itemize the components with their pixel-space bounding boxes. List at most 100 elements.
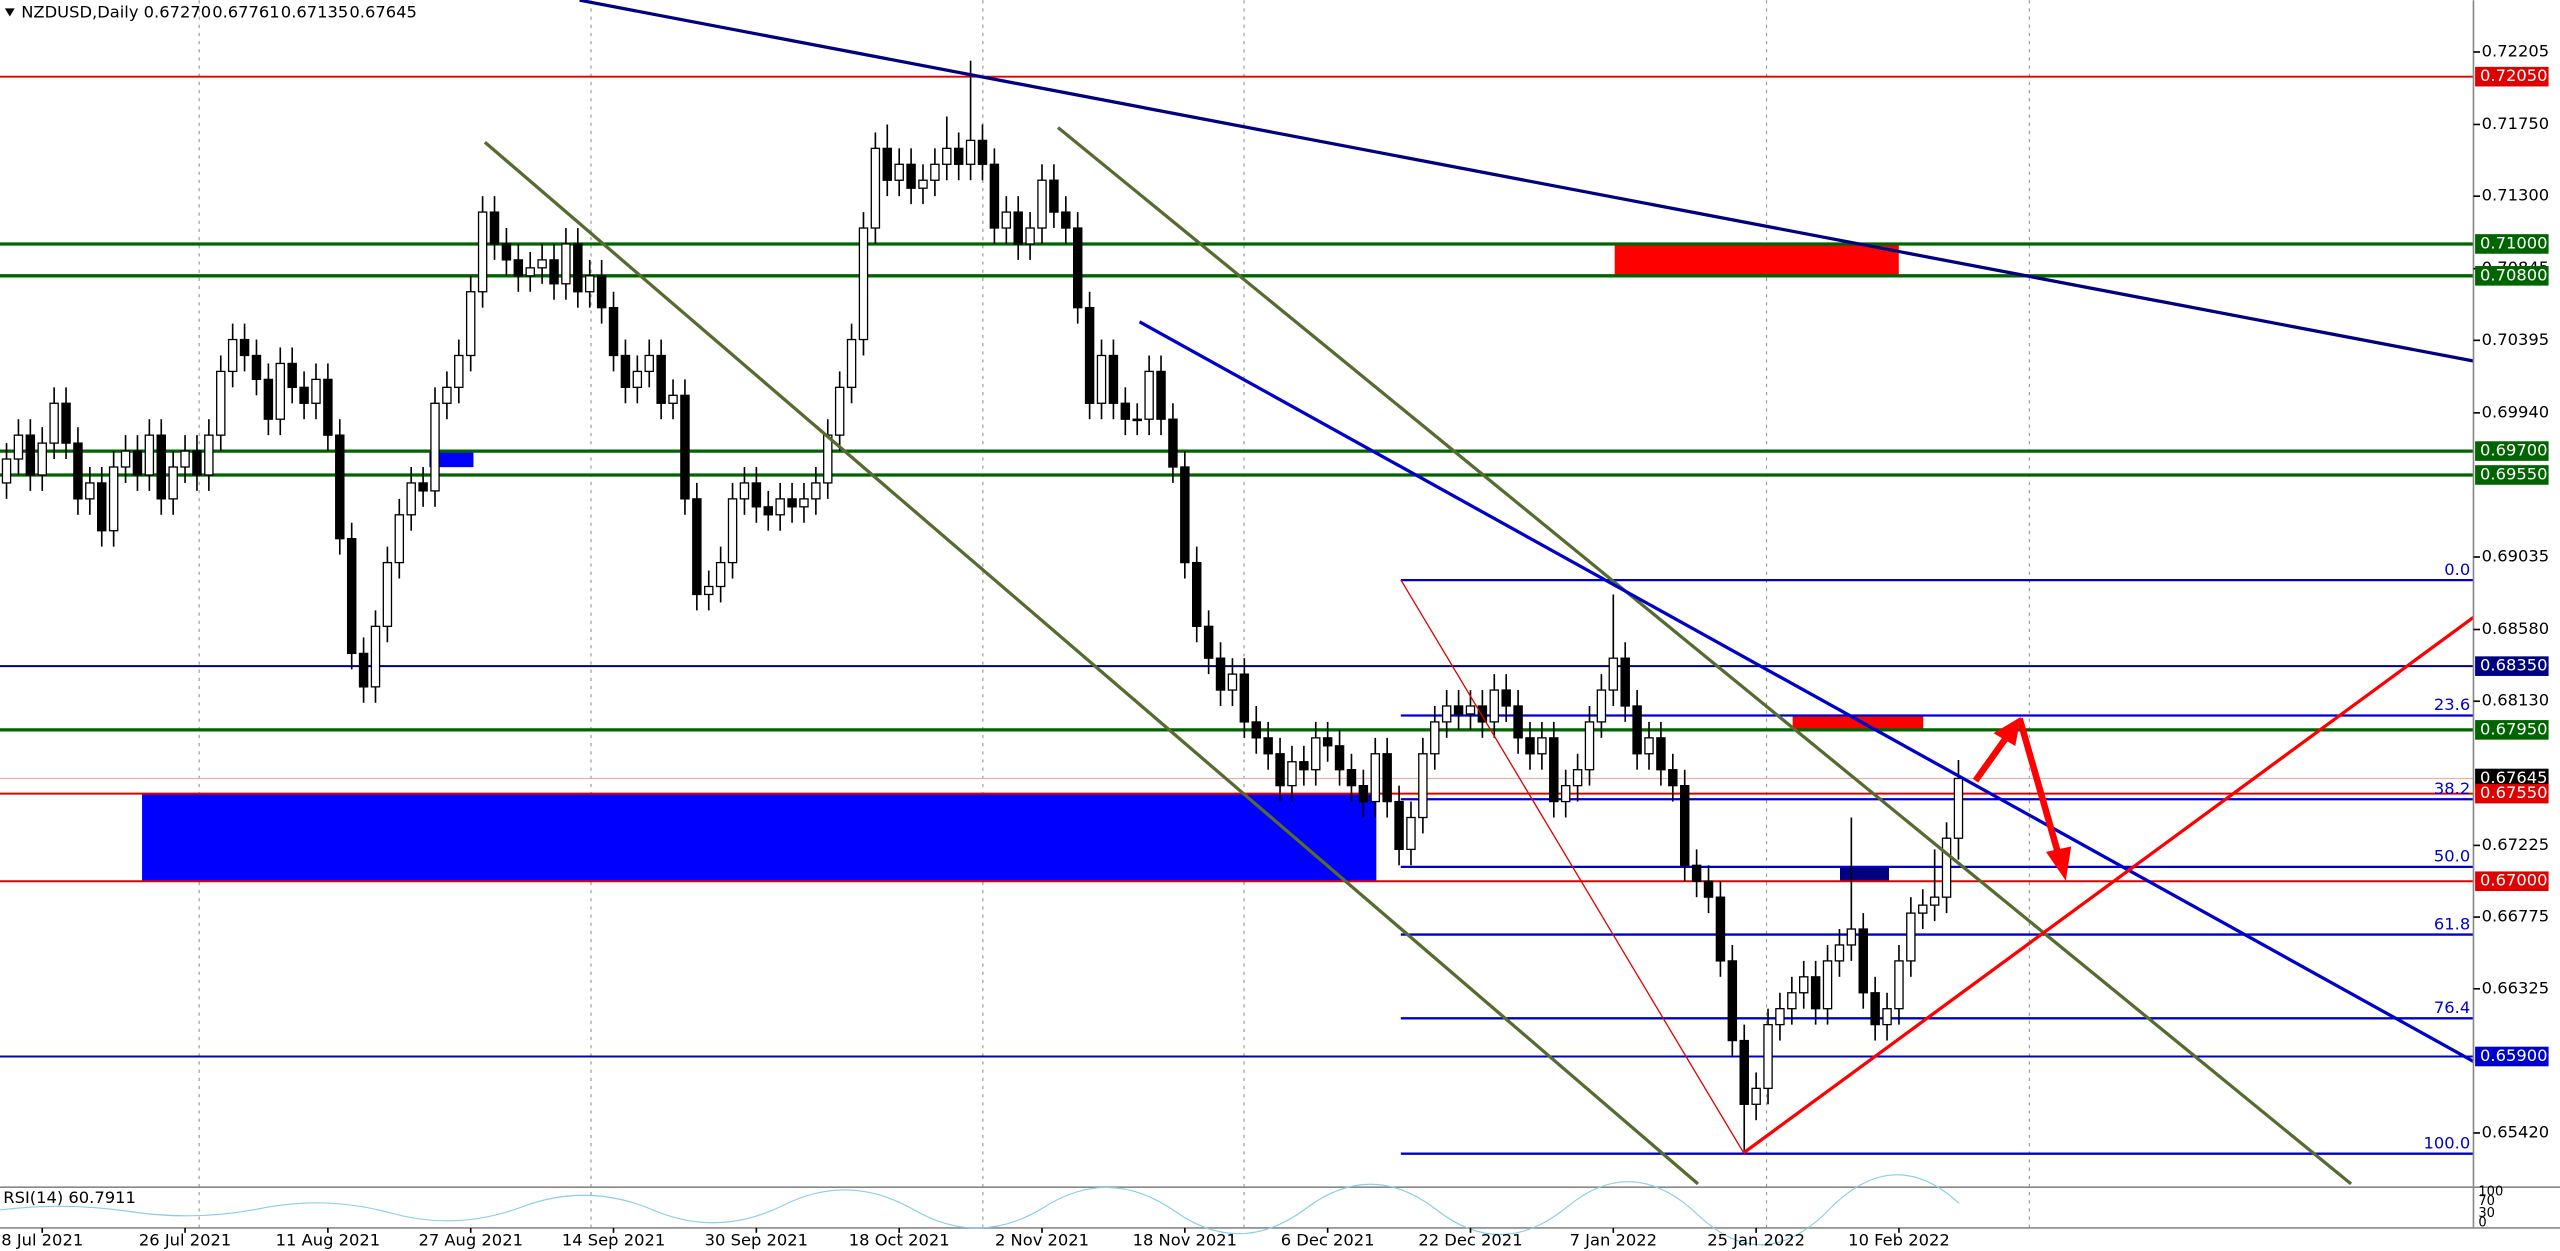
candle-body xyxy=(1239,673,1250,723)
fib-label: 38.2 xyxy=(2434,779,2470,798)
candle-body xyxy=(1394,800,1404,851)
candle-body xyxy=(144,434,155,476)
candle-body xyxy=(1382,753,1392,803)
candle-body xyxy=(942,147,952,165)
candle-body xyxy=(1941,837,1952,898)
candle-body xyxy=(1882,1008,1892,1026)
candle-body xyxy=(561,243,571,285)
candle-body xyxy=(1858,928,1868,994)
candle-body xyxy=(418,482,428,492)
rsi-tick-label: 70 xyxy=(2478,1194,2495,1209)
symbol: NZDUSD,Daily xyxy=(21,3,139,22)
candle-body xyxy=(346,538,357,655)
level-label: 0.69550 xyxy=(2480,464,2547,483)
candle-body xyxy=(239,338,250,357)
candle-body xyxy=(1453,705,1464,715)
candle-body xyxy=(1584,721,1595,771)
candle-body xyxy=(1061,211,1071,229)
candle-body xyxy=(739,482,750,500)
level-label-box xyxy=(2475,266,2549,286)
levels xyxy=(0,75,2474,1058)
candle-body xyxy=(1644,737,1654,755)
candle-body xyxy=(85,482,95,500)
candle-body xyxy=(1751,1087,1761,1105)
candle-body xyxy=(1263,737,1273,755)
candle-body xyxy=(882,147,893,181)
level-label: 0.72050 xyxy=(2480,66,2547,85)
x-tick-label: 27 Aug 2021 xyxy=(418,1231,523,1250)
candle-body xyxy=(406,482,416,516)
candle-body xyxy=(1810,976,1821,1010)
candle-body xyxy=(1691,864,1702,882)
candle-body xyxy=(668,394,678,404)
candle-body xyxy=(287,362,297,388)
x-tick-label: 25 Jan 2022 xyxy=(1707,1231,1805,1250)
candle-body xyxy=(216,370,226,436)
y-tick-label: 0.69035 xyxy=(2482,547,2549,566)
candle-body xyxy=(1215,657,1226,691)
header-price: 0.67135 xyxy=(281,3,348,22)
candle-body xyxy=(823,434,833,484)
trend-line xyxy=(1742,616,2475,1155)
zone-blue-small xyxy=(429,452,474,468)
x-tick-label: 18 Oct 2021 xyxy=(849,1231,950,1250)
candle-body xyxy=(1549,737,1559,803)
y-tick-label: 0.66775 xyxy=(2482,907,2549,926)
candle-body xyxy=(1084,307,1095,404)
candle-body xyxy=(1870,992,1880,1026)
level-label-box xyxy=(2475,783,2549,804)
level-label-box xyxy=(2475,768,2549,789)
candle-body xyxy=(1370,753,1380,803)
level-label: 0.67950 xyxy=(2480,719,2547,738)
candle-body xyxy=(180,450,190,468)
candle-body xyxy=(1,458,12,484)
candle-body xyxy=(1572,769,1583,787)
candle-body xyxy=(1072,227,1083,309)
y-tick-label: 0.71750 xyxy=(2482,114,2549,133)
candle-body xyxy=(1227,673,1238,691)
candle-body xyxy=(1203,625,1214,659)
candle-body xyxy=(1132,418,1142,422)
candle-body xyxy=(263,378,274,420)
zone-navy-small xyxy=(1840,867,1889,882)
candle-body xyxy=(299,386,309,404)
level-label-box xyxy=(2475,465,2549,485)
candle-body xyxy=(13,434,24,460)
x-tick-label: 26 Jul 2021 xyxy=(139,1231,231,1250)
fib-label: 61.8 xyxy=(2434,914,2470,933)
candle-body xyxy=(918,179,928,189)
level-label: 0.70800 xyxy=(2480,265,2547,284)
level-label: 0.67000 xyxy=(2480,871,2547,890)
x-tick-label: 22 Dec 2021 xyxy=(1418,1231,1522,1250)
fib-anchor-line xyxy=(1400,579,1745,1154)
level-label: 0.67550 xyxy=(2480,783,2547,802)
y-tick-label: 0.68580 xyxy=(2482,619,2549,638)
rsi-label: RSI(14) 60.7911 xyxy=(3,1188,136,1207)
y-axis: 0.722050.717500.713000.708450.703950.699… xyxy=(2473,41,2549,1141)
candle-body xyxy=(1322,737,1333,747)
arrow-head xyxy=(2045,846,2072,881)
zone-red xyxy=(1614,245,1899,275)
candle-body xyxy=(442,386,452,404)
y-tick-label: 0.69940 xyxy=(2482,402,2549,421)
level-label-box xyxy=(2475,1046,2549,1067)
candle-body xyxy=(1560,784,1571,803)
x-tick-label: 6 Dec 2021 xyxy=(1281,1231,1375,1250)
zone-blue xyxy=(142,793,1377,882)
y-tick-label: 0.72205 xyxy=(2482,41,2549,60)
candle-body xyxy=(894,163,904,181)
y-tick-label: 0.71300 xyxy=(2482,186,2549,205)
candle-body xyxy=(1311,737,1321,771)
candle-body xyxy=(1108,354,1119,404)
rsi-line xyxy=(0,1174,1960,1246)
candle-body xyxy=(1120,402,1131,420)
candle-body xyxy=(1668,769,1678,787)
candle-body xyxy=(525,267,535,277)
candle-body xyxy=(1465,705,1476,715)
candle-body xyxy=(977,139,988,165)
candle-body xyxy=(1727,960,1738,1042)
zone-red-small xyxy=(1792,715,1924,730)
candle-body xyxy=(715,561,726,588)
candle-body xyxy=(156,434,166,500)
candle-body xyxy=(311,378,321,404)
